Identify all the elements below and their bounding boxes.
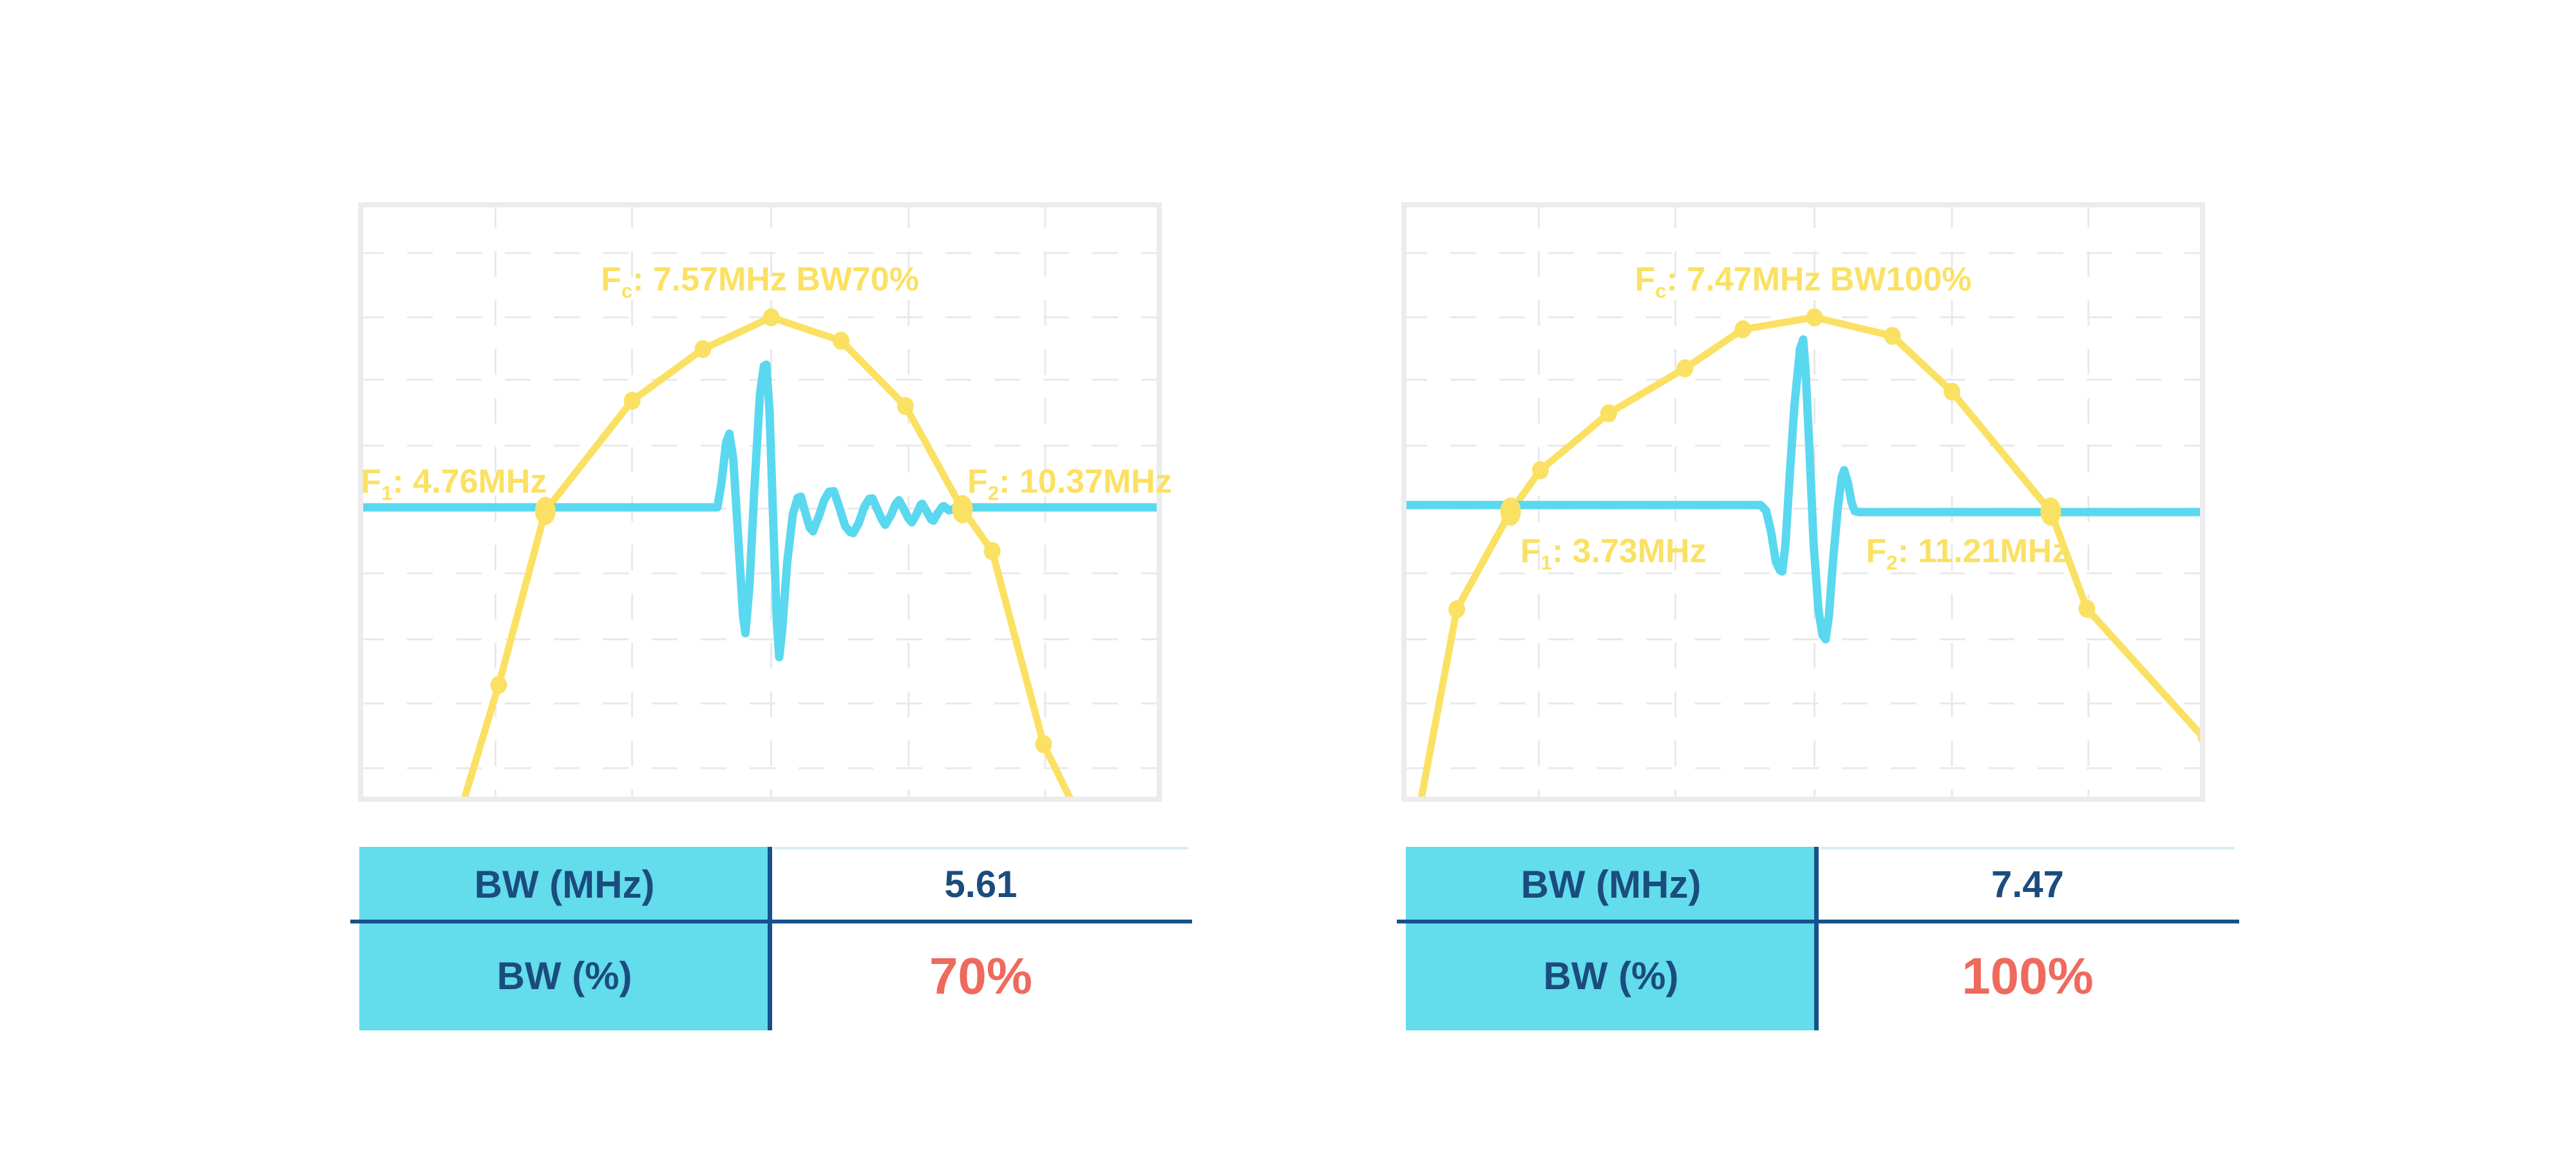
fc-annotation-value: : 7.57MHz BW70% xyxy=(632,261,920,299)
bandwidth-table-bw70: BW (MHz) 5.61 BW (%) 70% xyxy=(350,847,1192,1030)
table-column-divider xyxy=(768,847,772,1030)
f2-annotation-text: F xyxy=(967,462,988,500)
bw-percent-label: BW (%) xyxy=(359,922,770,1030)
table-row: BW (%) 100% xyxy=(1406,922,2239,1030)
fc-annotation-text: F xyxy=(600,261,621,299)
fc-annotation-subscript: c xyxy=(1655,279,1667,303)
f2-annotation: F2: 11.21MHz xyxy=(1866,532,2069,573)
table-row: BW (%) 70% xyxy=(359,922,1192,1030)
f1-annotation-text: F xyxy=(1520,532,1541,570)
table-row: BW (MHz) 5.61 xyxy=(359,847,1192,922)
f1-annotation-value: : 3.73MHz xyxy=(1551,532,1707,570)
f1-annotation: F1: 4.76MHz xyxy=(361,462,547,504)
fc-annotation: Fc: 7.57MHz BW70% xyxy=(600,261,920,301)
f1-annotation-subscript: 1 xyxy=(381,482,393,505)
f2-annotation: F2: 10.37MHz xyxy=(967,462,1172,504)
table-row: BW (MHz) 7.47 xyxy=(1406,847,2239,922)
bw-percent-label: BW (%) xyxy=(1406,922,1816,1030)
pulse-spectrum-chart-bw70: Fc: 7.57MHz BW70% F1: 4.76MHz F2: 10.37M… xyxy=(358,202,1172,802)
f2-annotation-subscript: 2 xyxy=(987,482,999,505)
fc-annotation-subscript: c xyxy=(621,279,633,303)
table-column-divider xyxy=(1814,847,1819,1030)
f2-annotation-text: F xyxy=(1866,532,1887,570)
plot-area xyxy=(358,202,1162,802)
fc-annotation-value: : 7.47MHz BW100% xyxy=(1666,261,1972,299)
bandwidth-table-bw100: BW (MHz) 7.47 BW (%) 100% xyxy=(1397,847,2239,1030)
f1-annotation-value: : 4.76MHz xyxy=(392,462,547,500)
f1-annotation-subscript: 1 xyxy=(1540,551,1552,574)
f1-annotation: F1: 3.73MHz xyxy=(1520,532,1707,573)
bw-mhz-value: 5.61 xyxy=(944,863,1018,905)
bw-percent-value: 100% xyxy=(1962,947,2094,1005)
fc-annotation-text: F xyxy=(1634,261,1656,299)
bw-percent-value: 70% xyxy=(929,947,1033,1005)
bw-mhz-label: BW (MHz) xyxy=(359,847,770,922)
bw-mhz-value: 7.47 xyxy=(1991,863,2064,905)
table-top-rule xyxy=(774,847,1188,849)
table-top-rule xyxy=(1821,847,2235,849)
pulse-spectrum-chart-bw100: Fc: 7.47MHz BW100% F1: 3.73MHz F2: 11.21… xyxy=(1401,202,2205,802)
f2-annotation-subscript: 2 xyxy=(1886,551,1898,574)
f1-annotation-text: F xyxy=(361,462,382,500)
f2-annotation-value: : 10.37MHz xyxy=(999,462,1172,500)
plot-area xyxy=(1401,202,2205,802)
fc-annotation: Fc: 7.47MHz BW100% xyxy=(1634,261,1972,301)
f2-annotation-value: : 11.21MHz xyxy=(1897,532,2069,570)
bw-mhz-label: BW (MHz) xyxy=(1406,847,1816,922)
